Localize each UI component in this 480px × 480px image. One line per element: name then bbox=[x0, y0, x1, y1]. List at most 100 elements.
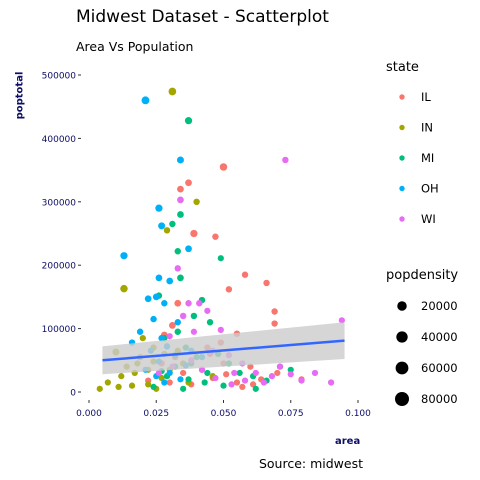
chart-subtitle: Area Vs Population bbox=[76, 39, 194, 54]
data-point bbox=[236, 369, 243, 377]
data-point bbox=[166, 369, 173, 377]
legend-popdensity-title: popdensity bbox=[386, 268, 458, 283]
data-point bbox=[204, 369, 211, 377]
data-point bbox=[225, 286, 233, 293]
data-point bbox=[282, 156, 289, 164]
data-point bbox=[274, 369, 281, 377]
data-point bbox=[185, 179, 192, 187]
data-point bbox=[252, 369, 259, 377]
data-point bbox=[128, 382, 136, 389]
data-point bbox=[190, 328, 198, 335]
data-point bbox=[184, 117, 193, 125]
data-point bbox=[152, 293, 160, 301]
data-point bbox=[96, 385, 103, 392]
legend-label-IN: IN bbox=[421, 121, 433, 135]
data-point bbox=[212, 233, 219, 240]
data-point bbox=[161, 300, 168, 307]
data-point bbox=[185, 245, 192, 253]
data-point bbox=[174, 328, 181, 335]
data-point bbox=[141, 96, 150, 105]
legend-size-label: 60000 bbox=[421, 361, 458, 375]
data-point bbox=[120, 252, 128, 260]
x-axis-label: area bbox=[335, 436, 361, 447]
legend-size-key bbox=[395, 361, 409, 375]
data-point bbox=[155, 369, 163, 377]
data-point bbox=[168, 87, 177, 96]
data-point bbox=[231, 369, 238, 377]
y-tick-label: 0 bbox=[70, 389, 76, 399]
data-point bbox=[150, 383, 157, 391]
data-point bbox=[217, 326, 224, 333]
y-tick-label: 100000 bbox=[42, 325, 77, 335]
data-point bbox=[327, 379, 335, 386]
data-point bbox=[166, 277, 174, 285]
data-point bbox=[217, 255, 224, 262]
data-point bbox=[311, 369, 319, 377]
data-point bbox=[239, 383, 246, 391]
data-point bbox=[276, 363, 284, 370]
legend-key-OH bbox=[399, 185, 405, 192]
data-point bbox=[212, 374, 219, 382]
data-point bbox=[179, 312, 187, 320]
chart-title: Midwest Dataset - Scatterplot bbox=[76, 7, 329, 27]
data-point bbox=[287, 371, 294, 378]
data-point bbox=[180, 385, 187, 392]
data-point bbox=[158, 334, 165, 342]
data-point bbox=[198, 366, 206, 373]
data-point bbox=[201, 379, 208, 386]
x-tick-label: 0.050 bbox=[211, 409, 237, 419]
data-point bbox=[120, 284, 128, 293]
data-point bbox=[260, 379, 267, 386]
data-point bbox=[298, 377, 305, 384]
data-point bbox=[166, 333, 173, 340]
data-point bbox=[145, 381, 152, 388]
chart-caption: Source: midwest bbox=[258, 456, 363, 471]
data-point bbox=[263, 279, 270, 287]
data-point bbox=[223, 371, 230, 378]
data-point bbox=[241, 377, 249, 384]
y-tick-label: 300000 bbox=[42, 198, 77, 208]
data-point bbox=[271, 320, 278, 327]
legend-size-key bbox=[396, 331, 408, 343]
data-point bbox=[115, 383, 122, 391]
data-point bbox=[163, 227, 171, 234]
x-tick-label: 0.025 bbox=[143, 409, 169, 419]
data-point bbox=[193, 198, 200, 206]
legend-label-OH: OH bbox=[421, 182, 439, 196]
data-point bbox=[268, 373, 276, 380]
data-point bbox=[104, 379, 111, 386]
data-point bbox=[338, 317, 345, 324]
data-point bbox=[252, 385, 259, 392]
data-point bbox=[166, 379, 173, 386]
x-tick-label: 0.100 bbox=[345, 409, 371, 419]
trend-line bbox=[102, 339, 345, 362]
data-point bbox=[177, 196, 184, 204]
legend-label-MI: MI bbox=[421, 151, 434, 165]
y-tick-label: 500000 bbox=[42, 72, 77, 82]
data-point bbox=[174, 319, 181, 326]
data-point bbox=[247, 363, 254, 370]
data-point bbox=[177, 185, 184, 193]
legend-size-label: 40000 bbox=[421, 330, 458, 344]
data-point bbox=[177, 274, 184, 282]
data-point bbox=[176, 156, 184, 164]
data-point bbox=[185, 300, 192, 307]
data-point bbox=[161, 379, 168, 386]
legend-key-WI bbox=[399, 216, 405, 222]
data-point bbox=[180, 369, 187, 377]
data-point bbox=[220, 382, 227, 389]
legend-size-key bbox=[395, 392, 409, 406]
data-point bbox=[228, 381, 235, 388]
legend-key-IL bbox=[399, 94, 405, 100]
confidence-band bbox=[102, 322, 345, 375]
y-tick-label: 200000 bbox=[42, 262, 77, 272]
legend-label-WI: WI bbox=[421, 212, 436, 226]
data-point bbox=[219, 163, 228, 171]
data-point bbox=[287, 366, 294, 373]
data-point bbox=[190, 312, 198, 320]
data-point bbox=[177, 211, 184, 218]
data-point bbox=[155, 204, 163, 212]
legend-key-IN bbox=[399, 124, 405, 131]
data-point bbox=[118, 373, 125, 380]
